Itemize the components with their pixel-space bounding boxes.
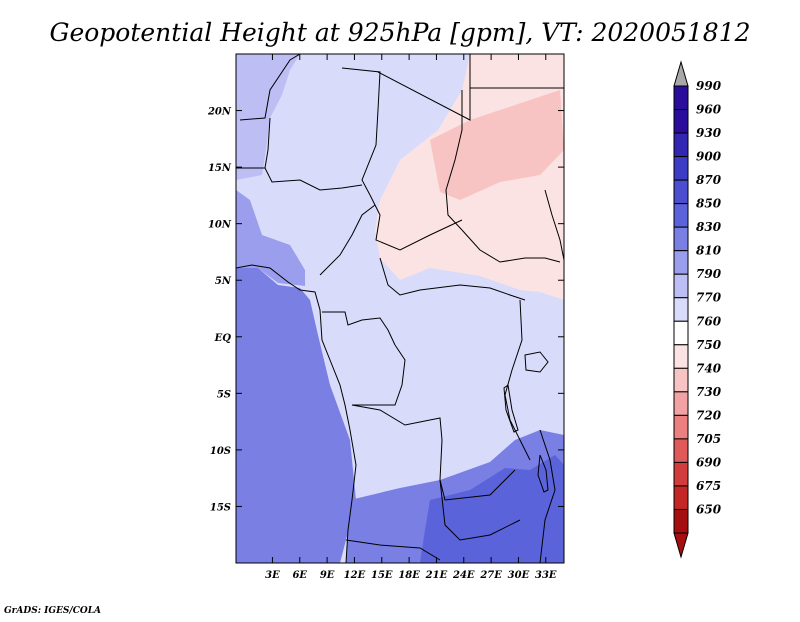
colorbar-swatch [673, 461, 689, 487]
x-tick-label: 3E [265, 570, 280, 581]
colorbar-label: 850 [696, 197, 722, 211]
colorbar-label: 740 [696, 361, 722, 375]
field-region-sahel-central [282, 54, 470, 200]
colorbar-swatch [673, 297, 689, 322]
field-region-west-africa-coast [236, 190, 305, 286]
x-axis: 3E 6E 9E 12E 15E 18E 21E 24E 27E 30E 33E [265, 54, 557, 581]
colorbar-label: 730 [696, 385, 722, 399]
country-borders [236, 54, 564, 563]
x-tick-label: 33E [535, 570, 557, 581]
border-car-north [369, 194, 463, 251]
border-chad-niger [341, 67, 381, 196]
colorbar-bottom-arrow [673, 532, 689, 559]
colorbar-swatch [673, 320, 689, 346]
colorbar-swatch [673, 226, 689, 252]
border-east-coast [539, 429, 556, 563]
border-cameroon [319, 204, 376, 276]
y-tick-label: 20N [207, 107, 232, 118]
border-chad-sudan [445, 90, 463, 231]
colorbar-label: 830 [696, 220, 722, 234]
colorbar-swatch [673, 485, 689, 510]
colorbar-label: 720 [696, 408, 722, 422]
colorbar-label: 900 [696, 150, 722, 164]
colorbar-swatch [673, 132, 689, 158]
x-tick-label: 30E [508, 570, 530, 581]
colorbar-label: 790 [696, 267, 722, 281]
map-field [236, 54, 564, 563]
x-tick-label: 21E [425, 570, 448, 581]
border-sudan-southsudan [461, 229, 561, 263]
colorbar-label: 870 [696, 173, 722, 187]
colorbar-label: 675 [696, 479, 721, 493]
y-tick-label: 15N [208, 163, 232, 174]
credit-label: GrADS: IGES/COLA [4, 606, 101, 616]
colorbar-swatch [673, 273, 689, 299]
colorbar-swatch [673, 367, 689, 393]
colorbar-label: 705 [696, 432, 721, 446]
colorbar-swatch [673, 414, 689, 440]
lake-tanganyika [503, 384, 519, 433]
border-southern [345, 539, 441, 561]
x-tick-label: 18E [398, 570, 420, 581]
map-frame [235, 53, 565, 564]
colorbar-label: 990 [696, 79, 722, 93]
border-west-2 [236, 117, 271, 169]
chart-title: Geopotential Height at 925hPa [gpm], VT:… [49, 18, 750, 47]
y-tick-label: 10S [210, 446, 231, 457]
colorbar-swatch [673, 85, 689, 111]
border-ethiopia [544, 189, 564, 261]
border-west-3 [264, 167, 363, 191]
x-tick-label: 6E [292, 570, 307, 581]
y-tick-label: 15S [210, 502, 231, 513]
x-tick-label: 15E [371, 570, 393, 581]
lake-malawi [537, 454, 549, 493]
colorbar-swatch [673, 250, 689, 275]
colorbar-label: 750 [696, 338, 722, 352]
border-angola [351, 404, 516, 501]
y-axis: 20N 15N 10N 5N EQ 5S 10S 15S [207, 107, 564, 513]
colorbar-swatch [673, 109, 689, 134]
border-gabon-congo [322, 311, 396, 346]
colorbar-swatch [673, 179, 689, 205]
y-tick-label: 5S [217, 389, 231, 400]
colorbar-label: 770 [696, 291, 722, 305]
colorbar-swatch [673, 391, 689, 416]
colorbar-label: 690 [696, 455, 722, 469]
colorbar-swatch [673, 156, 689, 181]
border-west-1 [239, 54, 301, 121]
colorbar-label: 810 [696, 244, 722, 258]
colorbar-label: 760 [696, 314, 722, 328]
colorbar-swatch [673, 508, 689, 534]
y-tick-label: 10N [208, 220, 232, 231]
colorbar-swatch [673, 203, 689, 228]
border-drc-west [352, 344, 406, 406]
x-tick-label: 12E [344, 570, 366, 581]
x-tick-label: 9E [320, 570, 335, 581]
colorbar-label: 960 [696, 103, 722, 117]
field-region-sahara-northwest [236, 54, 300, 180]
colorbar: 990 960 930 900 870 850 830 810 790 770 760 750 740 7… [673, 60, 722, 559]
lake-victoria [524, 351, 549, 373]
colorbar-label: 930 [696, 126, 722, 140]
border-libya-chad [377, 54, 471, 121]
colorbar-swatch [673, 438, 689, 463]
coastline [236, 264, 357, 563]
border-car-south [379, 257, 526, 301]
x-tick-label: 24E [452, 570, 475, 581]
colorbar-label: 650 [696, 502, 722, 516]
colorbar-top-arrow [673, 60, 689, 87]
border-zambia [439, 479, 521, 541]
field-region-congo-basin [395, 282, 525, 395]
y-tick-label: 5N [215, 276, 232, 287]
field-region-sudan-core [430, 90, 564, 200]
colorbar-swatch [673, 344, 689, 369]
field-region-ocean-southwest [236, 268, 356, 563]
y-tick-label: EQ [214, 333, 232, 344]
x-tick-label: 27E [479, 570, 502, 581]
